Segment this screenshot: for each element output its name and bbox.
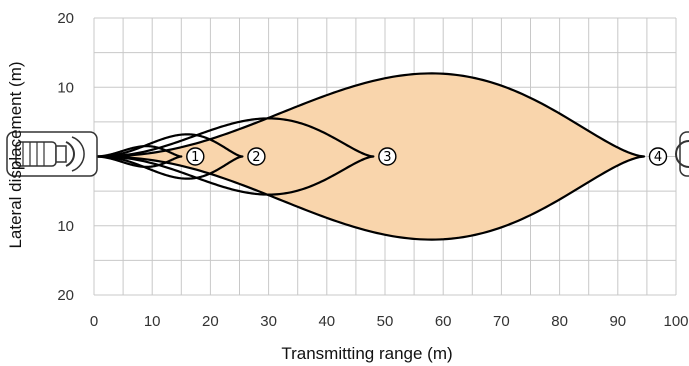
lobe-marker-3: 3	[378, 147, 397, 166]
ticks: 0 10 20 30 40 50 60 70 80 90 100 20 10 10 20	[57, 10, 688, 330]
y-tick-label: 10	[57, 218, 74, 235]
x-tick-label: 70	[493, 313, 510, 330]
x-tick-label: 40	[318, 313, 335, 330]
lobe-marker-circle	[648, 147, 668, 166]
sensor-transmitter-icon	[6, 131, 98, 177]
x-tick-label: 10	[144, 313, 161, 330]
y-tick-label: 10	[57, 79, 74, 96]
x-axis-title: Transmitting range (m)	[281, 344, 452, 363]
x-tick-label: 30	[260, 313, 277, 330]
x-tick-label: 80	[551, 313, 568, 330]
y-tick-label: 20	[57, 10, 74, 27]
labels: Transmitting range (m) Lateral displacem…	[6, 61, 453, 363]
lobe-marker-4: 4	[648, 147, 668, 166]
range-lobe-3	[92, 117, 375, 196]
x-tick-label: 50	[377, 313, 394, 330]
lobe-marker-1: 1	[186, 147, 205, 166]
x-tick-label: 100	[663, 313, 688, 330]
sensor-receiver-icon	[675, 131, 689, 177]
lobe-marker-circle	[247, 147, 266, 166]
lobe-marker-label: 4	[654, 150, 662, 165]
range-lobe-1	[92, 145, 183, 168]
x-tick-label: 20	[202, 313, 219, 330]
lobes: 4 3 2 1	[92, 72, 668, 241]
lobe-marker-label: 2	[252, 150, 260, 165]
lobe-marker-circle	[378, 147, 397, 166]
x-tick-label: 90	[609, 313, 626, 330]
lobe-marker-2: 2	[247, 147, 266, 166]
y-axis-title: Lateral displacement (m)	[6, 61, 25, 248]
x-tick-label: 60	[435, 313, 452, 330]
y-tick-label: 20	[57, 287, 74, 304]
x-tick-label: 0	[90, 313, 98, 330]
lobe-marker-circle	[186, 147, 205, 166]
lobe-marker-label: 3	[383, 150, 391, 165]
lobe-marker-label: 1	[191, 150, 199, 165]
